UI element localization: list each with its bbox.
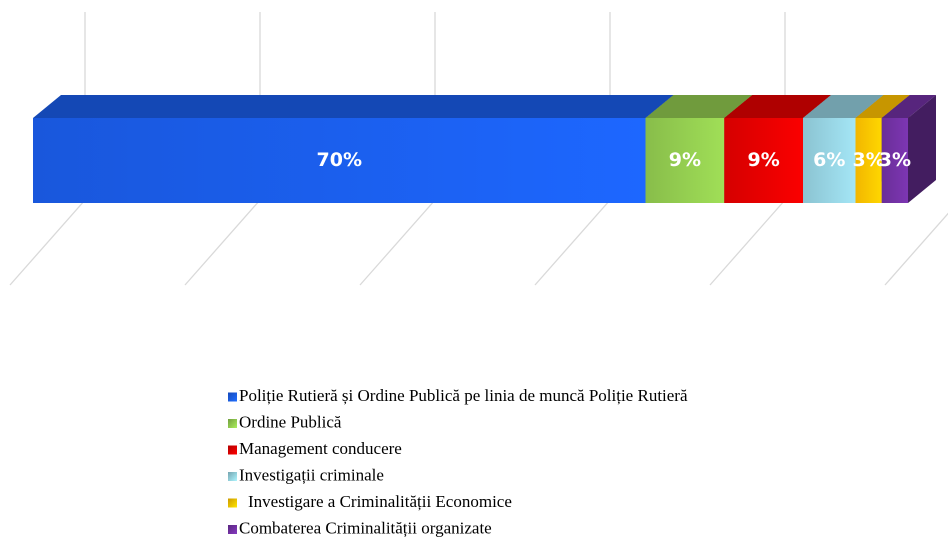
legend-label: Investigații criminale bbox=[239, 465, 384, 484]
legend-label: Poliție Rutieră și Ordine Publică pe lin… bbox=[239, 386, 688, 405]
legend-swatch bbox=[228, 498, 237, 508]
data-label: 9% bbox=[669, 149, 701, 171]
bar bbox=[803, 118, 856, 203]
bar-top bbox=[855, 95, 910, 118]
bar bbox=[855, 118, 882, 203]
legend-swatch bbox=[228, 445, 237, 455]
bar-top bbox=[803, 95, 884, 118]
legend-label: Combaterea Criminalității organizate bbox=[239, 518, 492, 537]
legend-label: Ordine Publică bbox=[239, 412, 342, 431]
data-label: 6% bbox=[813, 149, 845, 171]
data-label: 9% bbox=[747, 149, 779, 171]
legend-swatch bbox=[228, 392, 237, 402]
bar bbox=[724, 118, 803, 203]
bar-top bbox=[881, 95, 936, 118]
bar bbox=[881, 118, 908, 203]
data-label: 3% bbox=[852, 149, 884, 171]
data-label: 70% bbox=[317, 149, 362, 171]
legend-swatch bbox=[228, 525, 237, 534]
bar bbox=[33, 118, 646, 203]
legend-label: Investigare a Criminalității Economice bbox=[248, 492, 512, 511]
bar-side bbox=[908, 95, 936, 203]
bar-top bbox=[724, 95, 831, 118]
bar-top bbox=[645, 95, 753, 118]
legend-swatch bbox=[228, 419, 237, 428]
data-label: 3% bbox=[879, 149, 911, 171]
bar bbox=[645, 118, 725, 203]
grid-line bbox=[884, 212, 948, 286]
legend-label: Management conducere bbox=[239, 439, 402, 458]
bar-top bbox=[33, 95, 674, 118]
legend-swatch bbox=[228, 472, 237, 481]
